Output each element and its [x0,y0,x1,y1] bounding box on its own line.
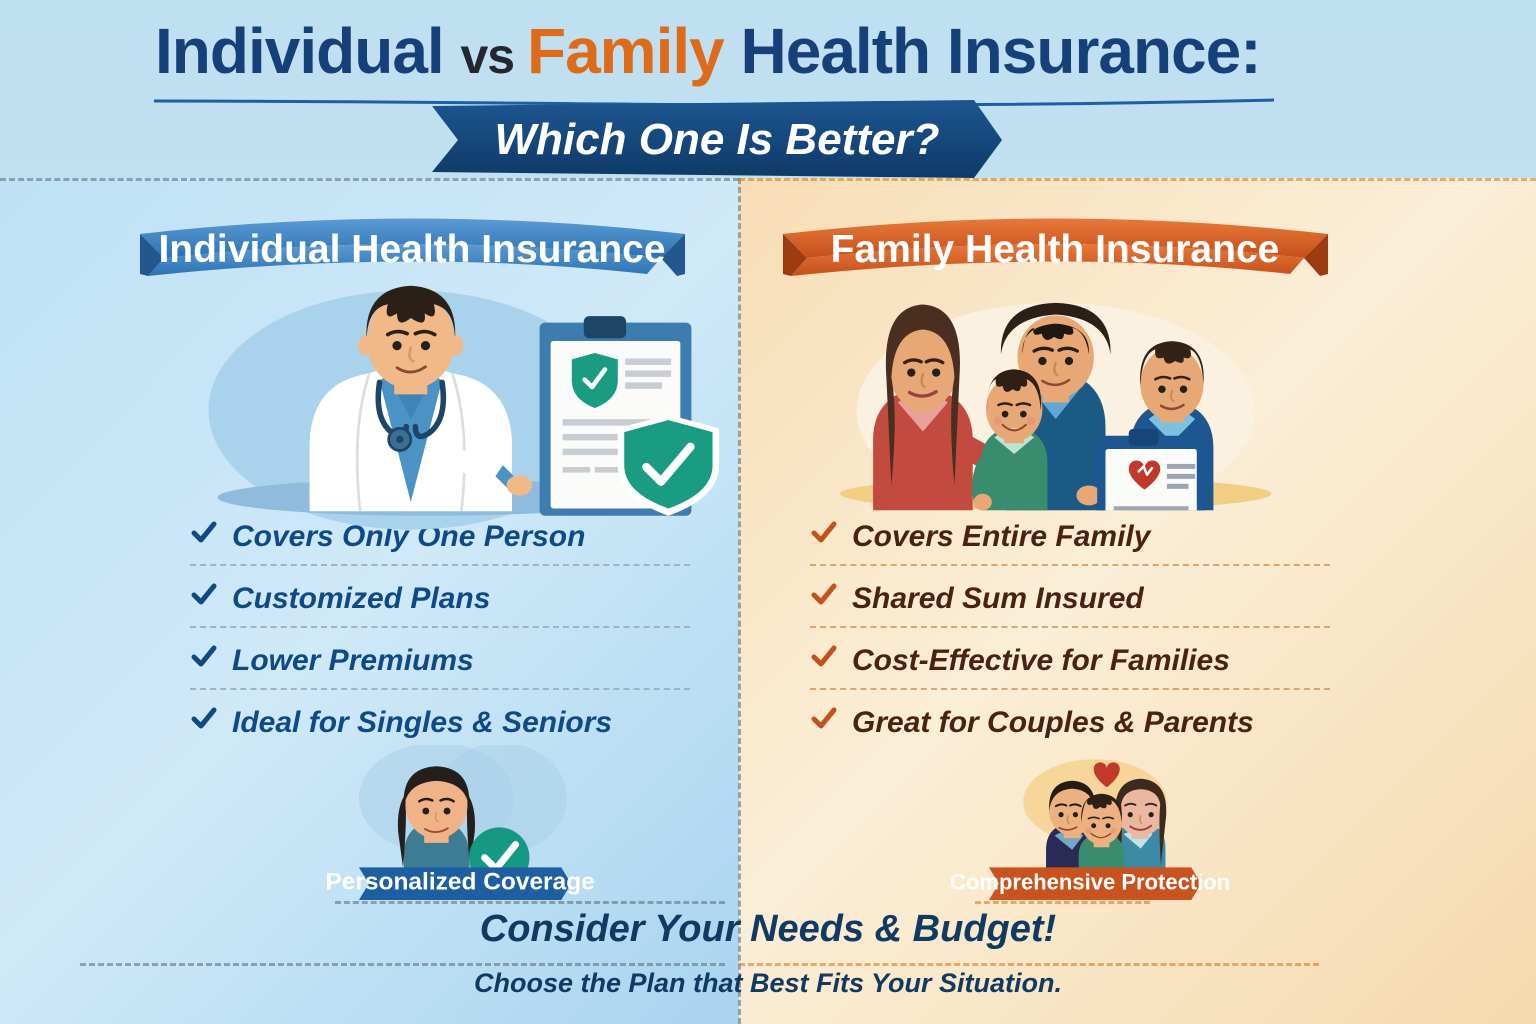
svg-text:Which One Is Better?: Which One Is Better? [495,115,940,164]
svg-text:Individual Health Insurance: Individual Health Insurance [158,228,665,271]
svg-text:Family Health Insurance: Family Health Insurance [831,228,1280,271]
svg-text:Comprehensive Protection: Comprehensive Protection [950,869,1230,894]
svg-text:Personalized Coverage: Personalized Coverage [325,868,594,895]
